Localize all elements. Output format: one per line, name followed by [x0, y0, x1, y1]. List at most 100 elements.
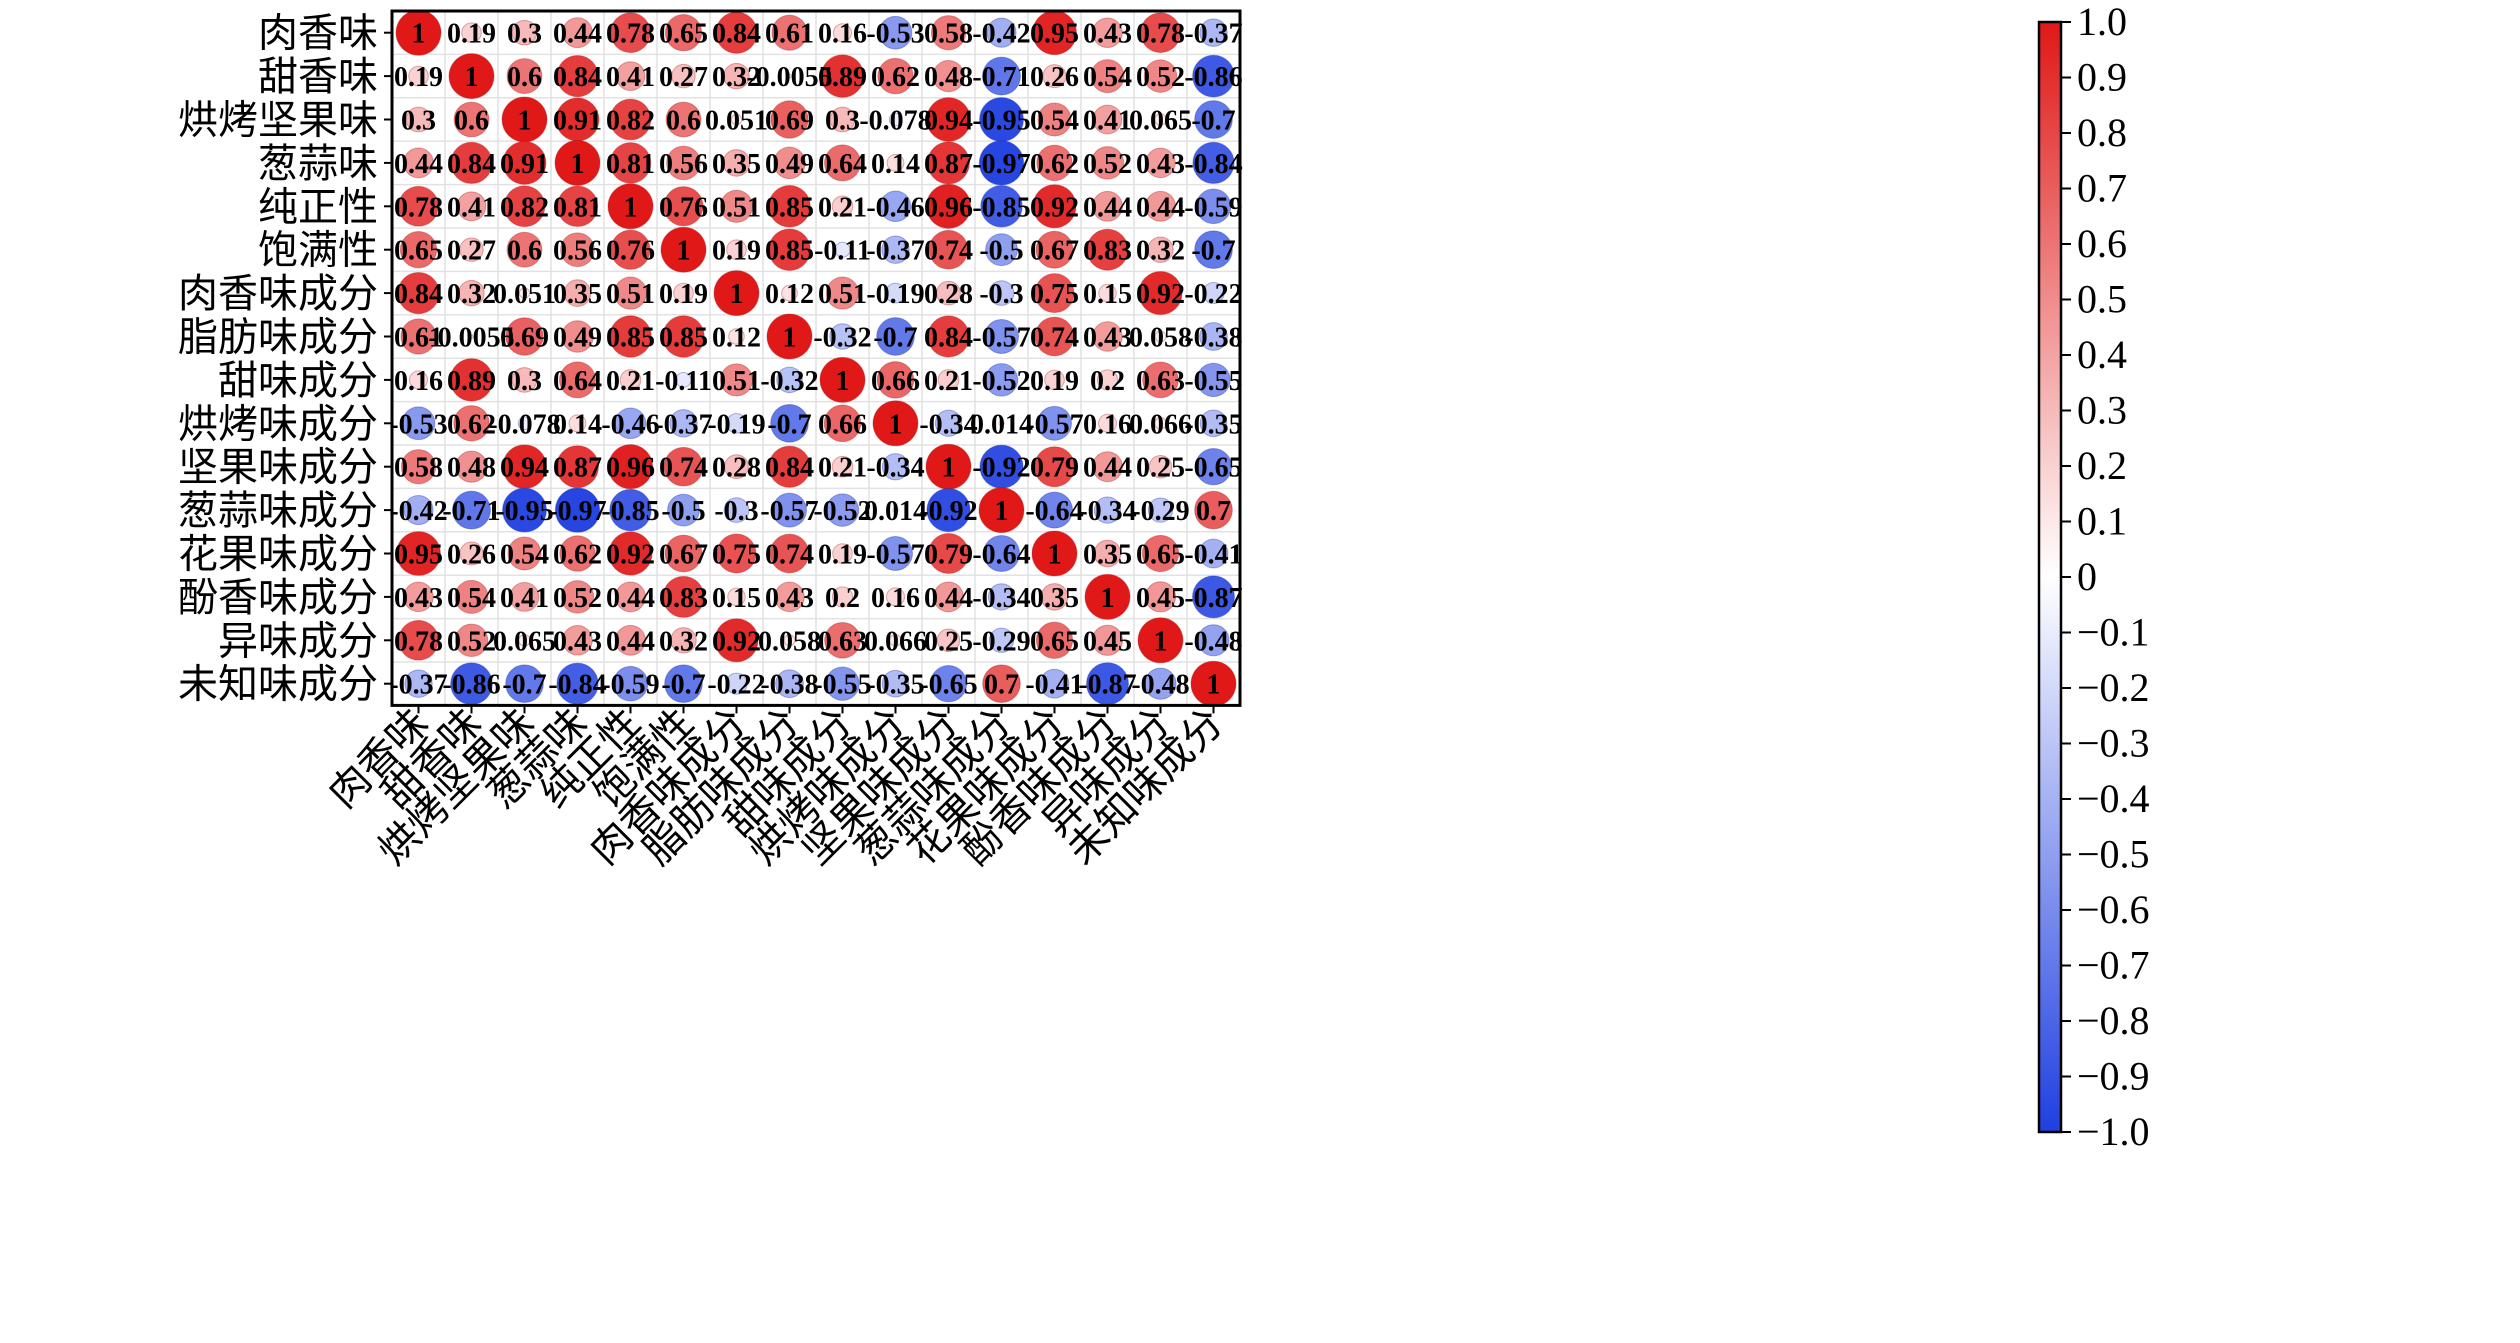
- correlation-circle: [776, 366, 803, 394]
- correlation-value: 0.41: [500, 583, 549, 614]
- correlation-value: 0.87: [924, 149, 973, 180]
- correlation-circle: [1034, 316, 1075, 357]
- correlation-circle: [612, 665, 649, 702]
- correlation-circle: [459, 541, 484, 566]
- correlation-value: 0.92: [606, 540, 655, 571]
- correlation-circle: [723, 62, 750, 90]
- correlation-circle: [469, 334, 474, 339]
- correlation-circle: [511, 19, 538, 46]
- correlation-value: 0.6: [454, 106, 489, 137]
- correlation-circle: [929, 665, 968, 703]
- correlation-circle: [716, 533, 757, 574]
- correlation-value: 0.25: [924, 626, 973, 657]
- correlation-value: 0.058: [1129, 323, 1192, 354]
- correlation-circle: [988, 280, 1015, 306]
- colorbar-tick-label: −0.2: [2077, 665, 2150, 710]
- colorbar-tick-label: −0.5: [2077, 832, 2150, 877]
- correlation-circle: [609, 142, 652, 184]
- correlation-value: -0.22: [1184, 279, 1242, 310]
- correlation-circle: [881, 235, 910, 264]
- correlation-circle: [770, 100, 809, 139]
- y-axis-label: 葱蒜味成分: [178, 488, 378, 534]
- correlation-value: 0.43: [765, 583, 814, 614]
- correlation-value: 1: [518, 106, 532, 137]
- correlation-value: 0.19: [712, 236, 761, 267]
- correlation-value: -0.55: [813, 670, 871, 701]
- correlation-value: 0.52: [1083, 149, 1132, 180]
- correlation-value: 0.96: [606, 453, 655, 484]
- correlation-value: 0.85: [659, 323, 708, 354]
- correlation-value: -0.64: [972, 540, 1030, 571]
- correlation-circle: [783, 634, 796, 647]
- correlation-circle: [982, 56, 1021, 96]
- correlation-value: 1: [783, 323, 797, 354]
- correlation-circle: [774, 581, 805, 613]
- correlation-value: 0.76: [659, 192, 708, 223]
- correlation-circle: [397, 271, 440, 315]
- correlation-circle: [727, 587, 746, 607]
- correlation-value: 0.76: [606, 236, 655, 267]
- correlation-value: -0.3: [979, 279, 1023, 310]
- correlation-circle: [1035, 621, 1074, 659]
- y-axis-label: 烘烤坚果味: [178, 98, 378, 144]
- correlation-value: 0.065: [1129, 106, 1192, 137]
- correlation-value: 0.43: [394, 583, 443, 614]
- correlation-value: 0.83: [659, 583, 708, 614]
- correlation-value: 0.6: [666, 106, 701, 137]
- correlation-circle: [829, 106, 856, 133]
- correlation-circle: [1090, 146, 1125, 180]
- correlation-circle: [833, 23, 852, 43]
- correlation-value: 0.45: [1083, 626, 1132, 657]
- correlation-value: 0.014: [970, 409, 1033, 440]
- correlation-circle: [400, 318, 437, 355]
- correlation-circle: [825, 493, 860, 527]
- correlation-circle: [881, 669, 910, 698]
- correlation-circle: [453, 405, 490, 442]
- correlation-circle: [675, 371, 692, 388]
- correlation-circle: [876, 317, 915, 356]
- correlation-value: 0.3: [825, 106, 860, 137]
- correlation-circle: [660, 226, 707, 273]
- correlation-circle: [518, 634, 531, 647]
- correlation-circle: [987, 583, 1016, 611]
- correlation-value: 0.69: [765, 106, 814, 137]
- correlation-value: 0.21: [818, 453, 867, 484]
- correlation-circle: [1090, 59, 1125, 94]
- correlation-circle: [398, 619, 439, 661]
- correlation-circle: [820, 54, 865, 98]
- correlation-circle: [506, 58, 543, 95]
- correlation-value: -0.59: [601, 670, 659, 701]
- correlation-value: -0.85: [601, 496, 659, 527]
- correlation-circle: [562, 625, 593, 656]
- correlation-circle: [1036, 144, 1073, 182]
- correlation-value: 0.65: [394, 236, 443, 267]
- correlation-value: 0.78: [394, 192, 443, 223]
- correlation-circle: [878, 15, 913, 50]
- correlation-circle: [728, 328, 745, 345]
- correlation-circles: [395, 9, 1237, 707]
- correlation-value: -0.34: [1078, 496, 1136, 527]
- correlation-value: 0.67: [1030, 236, 1079, 267]
- correlation-circle: [1194, 230, 1233, 270]
- correlation-value: -0.95: [495, 496, 553, 527]
- correlation-circle: [401, 406, 436, 441]
- correlation-circle: [726, 412, 747, 434]
- correlation-circle: [1198, 538, 1229, 569]
- correlation-circle: [559, 361, 596, 399]
- correlation-value: -0.84: [1184, 149, 1242, 180]
- correlation-circle: [554, 139, 601, 186]
- correlation-circle: [1145, 190, 1176, 222]
- correlation-value: -0.19: [707, 409, 765, 440]
- correlation-circle: [619, 369, 642, 391]
- correlation-circle: [502, 487, 547, 533]
- correlation-circle: [615, 61, 646, 92]
- correlation-circle: [831, 455, 854, 478]
- correlation-circle: [615, 624, 646, 656]
- correlation-value: 0.49: [553, 323, 602, 354]
- colorbar-tick-label: −0.3: [2077, 721, 2150, 766]
- correlation-circle: [888, 112, 903, 127]
- correlation-value: 1: [1207, 670, 1221, 701]
- correlation-value: -0.71: [442, 496, 500, 527]
- correlation-circle: [1093, 496, 1122, 524]
- correlation-circle: [936, 628, 961, 653]
